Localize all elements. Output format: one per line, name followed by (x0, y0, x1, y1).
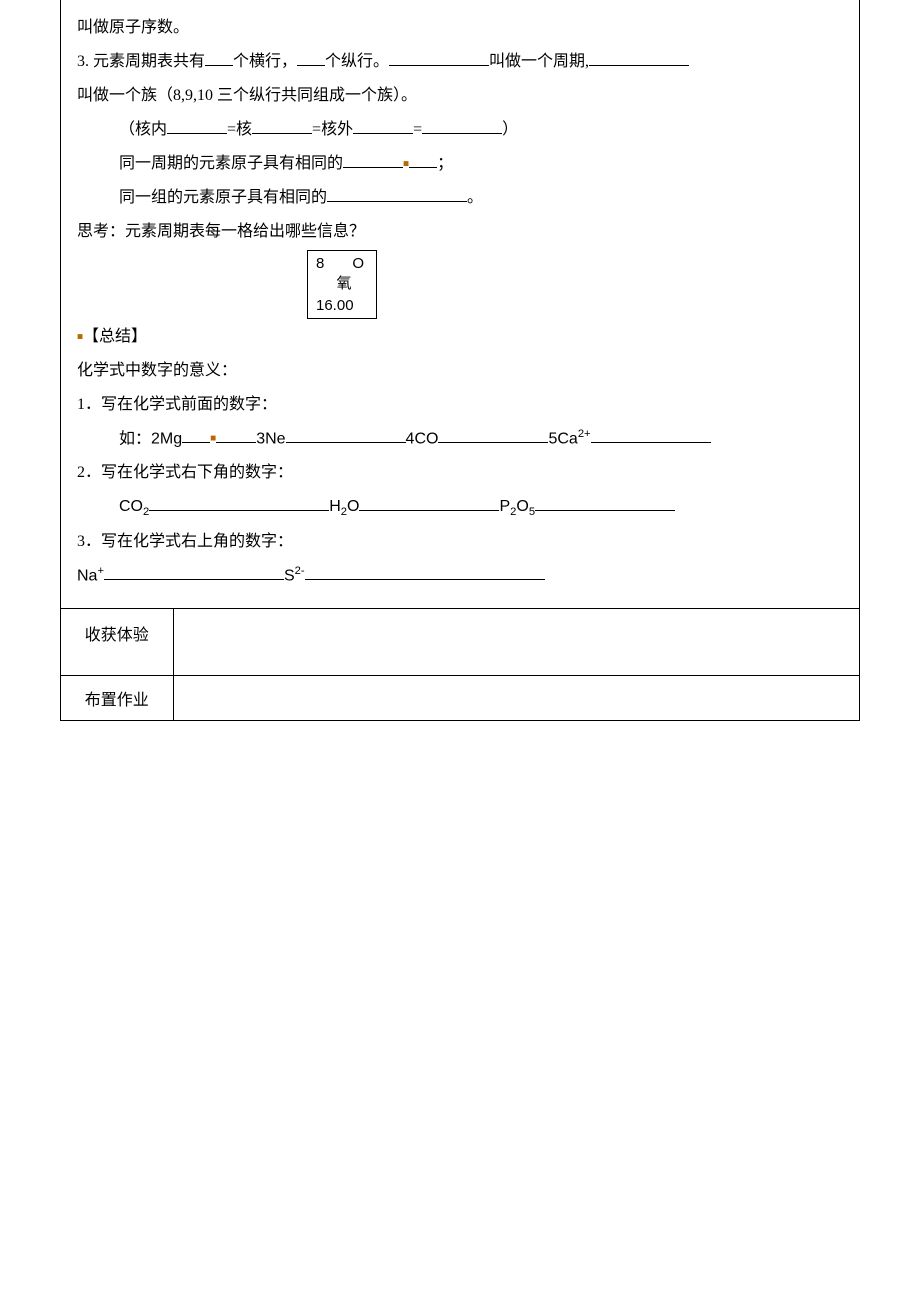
blank[interactable] (297, 50, 325, 66)
footer-label-1: 收获体验 (61, 609, 173, 676)
blank[interactable] (353, 118, 413, 134)
table-row: 布置作业 (61, 676, 859, 721)
blank[interactable] (252, 118, 312, 134)
page-container: 叫做原子序数。 3. 元素周期表共有 个横行， 个纵行。 叫做一个周期, 叫做一个族（… (60, 0, 860, 721)
blank[interactable] (216, 427, 256, 443)
formula: O (516, 498, 528, 515)
blank[interactable] (422, 118, 502, 134)
formula: 2Mg (151, 430, 182, 447)
text: 个纵行。 (325, 53, 389, 70)
text: 同一周期的元素原子具有相同的 (119, 155, 343, 172)
superscript: 2- (295, 565, 305, 577)
blank[interactable] (389, 50, 489, 66)
blank[interactable] (305, 564, 545, 580)
footer-cell-2[interactable] (173, 676, 859, 721)
formula: 4CO (406, 430, 439, 447)
item-2-label: 2．写在化学式右下角的数字： (77, 457, 843, 489)
item-3-label: 3．写在化学式右上角的数字： (77, 526, 843, 558)
formula: O (347, 498, 359, 515)
element-symbol: O (352, 253, 364, 274)
text-line-5: 同一周期的元素原子具有相同的■； (77, 148, 843, 180)
item-2-examples: CO2H2OP2O5 (77, 491, 843, 524)
item-1-examples: 如：2Mg■3Ne4CO5Ca2+ (77, 423, 843, 455)
formula: 5Ca (548, 430, 577, 447)
text: 。 (467, 189, 483, 206)
text: 个横行， (233, 53, 297, 70)
item-1-label: 1．写在化学式前面的数字： (77, 389, 843, 421)
blank[interactable] (535, 495, 675, 511)
blank[interactable] (149, 495, 329, 511)
text: = (413, 121, 422, 138)
text-line-2: 3. 元素周期表共有 个横行， 个纵行。 叫做一个周期, (77, 46, 843, 78)
text-line-6: 同一组的元素原子具有相同的 。 (77, 182, 843, 214)
text-line-4: （核内 =核 =核外 = ） (77, 114, 843, 146)
text-line-3: 叫做一个族（8,9,10 三个纵行共同组成一个族）。 (77, 80, 843, 112)
formula: H (329, 498, 341, 515)
summary-subtitle: 化学式中数字的意义： (77, 355, 843, 387)
element-name: 氧 (316, 274, 372, 295)
text-line-7: 思考：元素周期表每一格给出哪些信息？ (77, 216, 843, 248)
blank[interactable] (327, 186, 467, 202)
formula: CO (119, 498, 143, 515)
atomic-mass: 16.00 (316, 295, 372, 316)
blank[interactable] (182, 427, 210, 443)
formula: Na (77, 567, 97, 584)
text: 如： (119, 430, 151, 447)
table-row: 收获体验 (61, 609, 859, 676)
blank[interactable] (104, 564, 284, 580)
blank[interactable] (167, 118, 227, 134)
formula: P (499, 498, 510, 515)
footer-cell-1[interactable] (173, 609, 859, 676)
periodic-top-row: 8 O (316, 253, 372, 274)
text: ） (502, 121, 518, 138)
text-line-1: 叫做原子序数。 (77, 12, 843, 44)
text: ； (437, 155, 453, 172)
blank[interactable] (438, 427, 548, 443)
blank[interactable] (591, 427, 711, 443)
superscript: 2+ (578, 428, 591, 440)
footer-table: 收获体验 布置作业 (61, 608, 859, 720)
blank[interactable] (409, 152, 437, 168)
formula: 3Ne (256, 430, 285, 447)
item-3-examples: Na+S2- (77, 560, 843, 592)
text: （核内 (119, 121, 167, 138)
blank[interactable] (359, 495, 499, 511)
formula: S (284, 567, 295, 584)
text: 【总结】 (83, 328, 147, 345)
blank[interactable] (589, 50, 689, 66)
footer-label-2: 布置作业 (61, 676, 173, 721)
summary-title: ■【总结】 (77, 321, 843, 353)
blank[interactable] (286, 427, 406, 443)
periodic-cell: 8 O 氧 16.00 (307, 250, 377, 319)
text: 叫做一个周期, (489, 53, 589, 70)
text: =核外 (312, 121, 353, 138)
text: 同一组的元素原子具有相同的 (119, 189, 327, 206)
blank[interactable] (205, 50, 233, 66)
content-area: 叫做原子序数。 3. 元素周期表共有 个横行， 个纵行。 叫做一个周期, 叫做一个族（… (61, 0, 859, 608)
text: =核 (227, 121, 252, 138)
atomic-number: 8 (316, 253, 324, 274)
text: 3. 元素周期表共有 (77, 53, 205, 70)
blank[interactable] (343, 152, 403, 168)
